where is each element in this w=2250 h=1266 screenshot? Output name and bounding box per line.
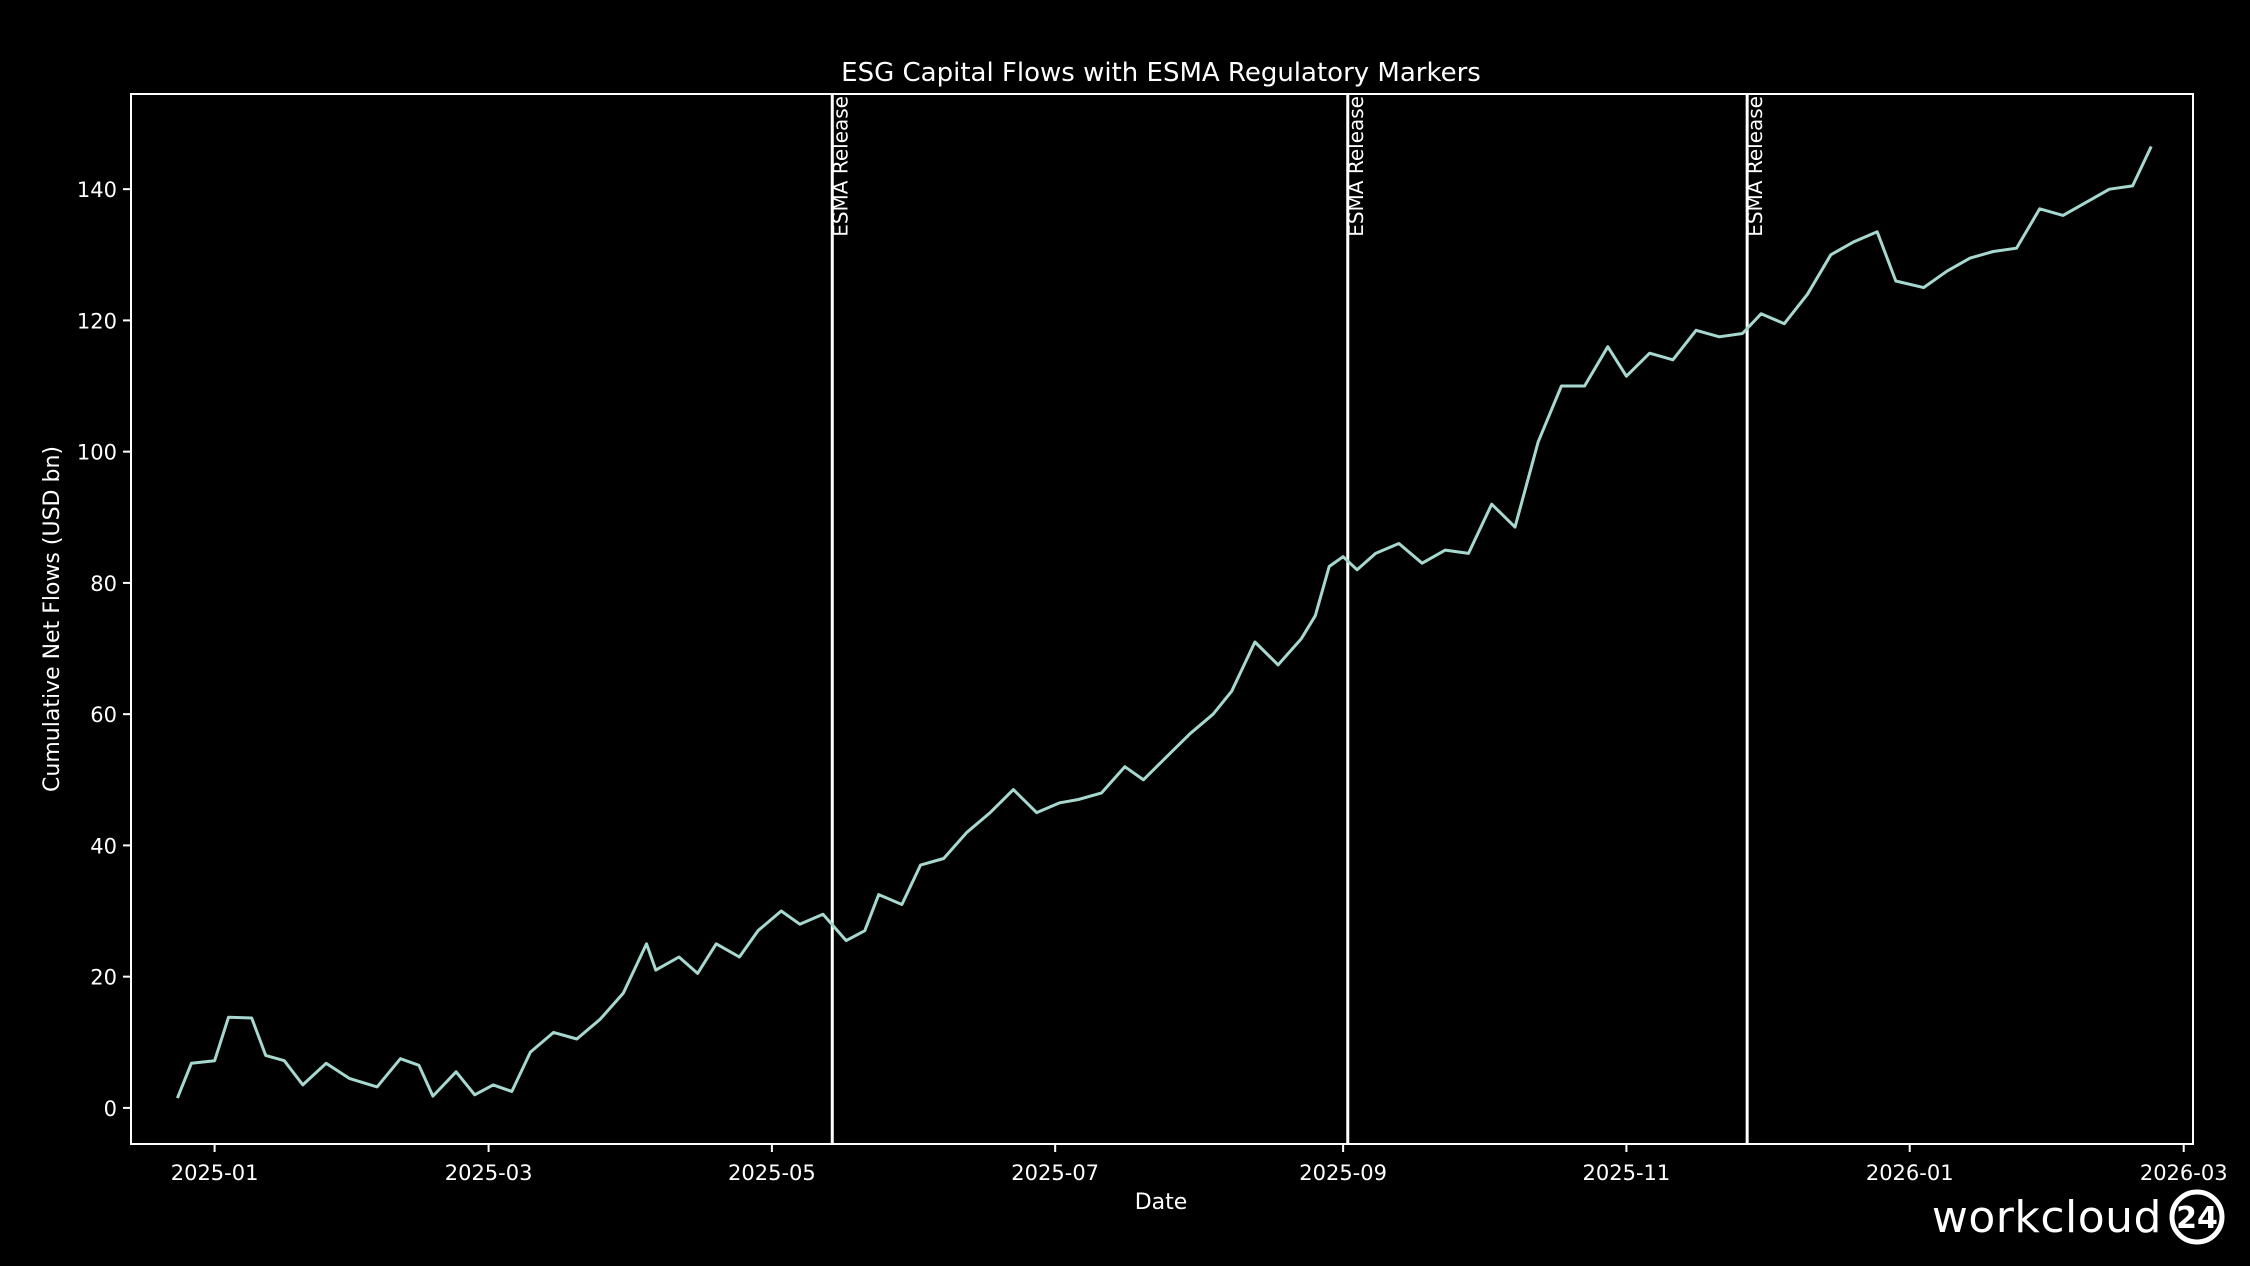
- marker-label: ESMA Release: [828, 96, 852, 237]
- x-tick-label: 2025-07: [1011, 1161, 1099, 1185]
- x-tick-label: 2026-03: [2140, 1161, 2228, 1185]
- x-tick-label: 2025-05: [728, 1161, 816, 1185]
- x-tick-label: 2025-03: [445, 1161, 533, 1185]
- x-axis: 2025-01 2025-03 2025-05 2025-07 2025-09 2025-…: [171, 1144, 2228, 1185]
- brand-badge-text: 24: [2176, 1201, 2218, 1236]
- y-tick-label: 140: [77, 178, 117, 202]
- y-tick-label: 40: [90, 834, 117, 858]
- chart-title: ESG Capital Flows with ESMA Regulatory M…: [841, 58, 1481, 88]
- brand-name: workcloud: [1931, 1191, 2162, 1243]
- y-tick-label: 0: [104, 1097, 117, 1121]
- brand-badge-icon: 24: [2169, 1189, 2225, 1245]
- regulatory-markers: ESMA Release ESMA Release ESMA Release: [828, 94, 1767, 1144]
- plot-frame: [130, 93, 2194, 1145]
- x-axis-label: Date: [1135, 1190, 1188, 1215]
- y-tick-label: 100: [77, 441, 117, 465]
- x-tick-label: 2026-01: [1866, 1161, 1954, 1185]
- x-tick-label: 2025-01: [171, 1161, 259, 1185]
- y-tick-label: 60: [90, 703, 117, 727]
- series-line: [176, 145, 2153, 1099]
- y-tick-label: 80: [90, 572, 117, 596]
- y-axis: 0 20 40 60 80 100 120 140: [77, 178, 131, 1121]
- marker-label: ESMA Release: [1344, 96, 1368, 237]
- y-axis-label: Cumulative Net Flows (USD bn): [40, 446, 65, 792]
- x-tick-label: 2025-09: [1299, 1161, 1387, 1185]
- y-tick-label: 120: [77, 309, 117, 333]
- x-tick-label: 2025-11: [1583, 1161, 1671, 1185]
- marker-label: ESMA Release: [1743, 96, 1767, 237]
- brand-logo: workcloud 24: [1932, 1188, 2226, 1246]
- y-tick-label: 20: [90, 966, 117, 990]
